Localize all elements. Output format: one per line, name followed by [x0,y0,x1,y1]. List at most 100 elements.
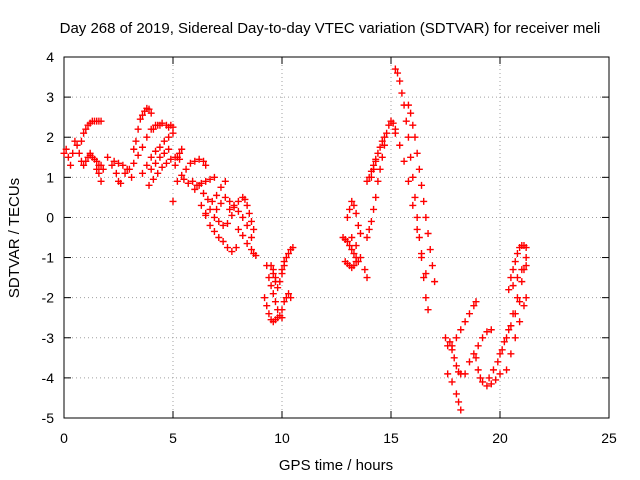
data-point [367,167,375,175]
data-point [276,278,284,286]
data-point [398,89,406,97]
data-point [138,111,146,119]
data-point [232,244,240,252]
data-point [69,149,77,157]
data-point [413,213,421,221]
data-point [274,314,282,322]
data-point [365,173,373,181]
data-point [210,213,218,221]
data-point [97,177,105,185]
data-point [241,195,249,203]
data-point [160,137,168,145]
data-point [350,262,358,270]
data-point [350,250,358,258]
data-point [376,165,384,173]
data-point [252,252,260,260]
data-point [489,366,497,374]
data-point [487,380,495,388]
data-point [247,234,255,241]
data-point [263,302,271,310]
data-point [202,177,210,185]
data-point [149,125,157,133]
data-point [391,65,399,73]
data-point [145,181,153,189]
data-point [169,129,177,137]
data-point [143,133,151,141]
data-point [407,153,415,161]
data-point [285,250,293,258]
data-point [271,274,279,282]
data-point [230,203,238,211]
data-point [269,266,277,274]
data-point [99,165,107,173]
data-point [450,354,458,362]
data-point [343,238,351,246]
data-point [110,157,118,165]
data-point [226,197,234,205]
data-point [287,294,295,302]
data-point [112,169,120,177]
data-point [420,274,428,282]
data-point [522,254,530,262]
data-point [247,217,255,225]
data-point [411,193,419,201]
plot-frame [63,56,610,419]
data-point [446,338,454,346]
data-point [73,141,81,149]
data-point [376,143,384,151]
data-point [147,109,155,117]
data-point [426,246,434,254]
data-point [496,350,504,358]
data-point [396,77,404,85]
data-point [130,159,138,167]
y-tick-label: -2 [42,290,55,306]
data-point [208,197,216,205]
data-point [156,143,164,151]
data-point [476,374,484,382]
data-point [409,173,417,181]
data-point [149,175,157,183]
data-point [354,221,362,229]
data-point [509,282,517,290]
data-point [104,153,112,161]
data-point [428,262,436,270]
data-point [200,189,208,197]
data-point [206,221,214,229]
data-point [413,149,421,157]
data-point [224,219,231,227]
data-point [119,161,127,169]
data-point [265,274,273,282]
data-point [228,211,236,219]
data-point [71,137,79,145]
data-point [243,201,251,209]
data-point [389,119,397,127]
data-point [267,282,275,290]
data-point [117,179,125,187]
x-tick-label: 0 [60,430,68,446]
data-point [62,145,70,153]
data-point [470,350,478,358]
data-point [138,143,146,151]
data-point [522,262,530,270]
data-point [363,177,371,185]
x-tick-label: 10 [274,430,290,446]
data-point [444,370,452,378]
data-point [154,169,162,177]
data-point [130,145,138,153]
data-point [420,197,428,205]
data-point [265,310,273,318]
data-point [178,145,186,153]
data-point [221,177,229,185]
data-point [147,153,155,161]
data-point [178,171,186,179]
data-point [448,342,456,350]
data-point [363,234,371,241]
data-point [75,149,83,157]
data-point [465,310,473,318]
data-point [152,159,160,167]
data-point [518,266,526,274]
y-axis-ticks: -5 -4 -3 -2 -1 0 1 2 3 4 [42,49,609,426]
data-point [206,175,214,183]
data-point [93,157,101,165]
data-point [128,173,136,181]
